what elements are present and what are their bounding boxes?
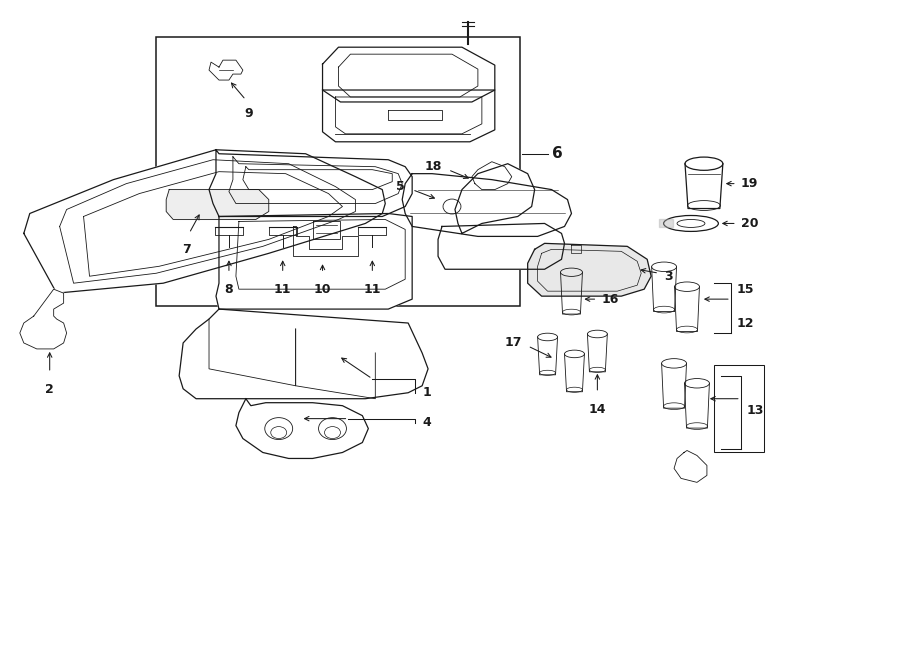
Text: 9: 9 [245,107,253,120]
Text: 15: 15 [737,283,754,295]
Polygon shape [455,164,535,233]
Bar [714,365,764,453]
Text: 5: 5 [396,180,405,193]
Polygon shape [179,309,428,399]
Text: 2: 2 [45,383,54,396]
Polygon shape [674,451,706,483]
Text: 17: 17 [504,336,522,350]
Polygon shape [166,190,269,219]
Polygon shape [23,150,385,293]
Text: 11: 11 [364,283,381,296]
Text: 13: 13 [747,404,764,417]
Text: 14: 14 [589,403,606,416]
Polygon shape [322,47,495,102]
Text: 16: 16 [601,293,618,305]
Text: 6: 6 [552,146,562,161]
Polygon shape [216,214,412,309]
Text: 20: 20 [741,217,759,230]
Bar [157,37,519,306]
Text: 7: 7 [182,243,191,256]
Text: 18: 18 [425,160,442,173]
Text: 8: 8 [225,283,233,296]
Polygon shape [527,243,652,296]
Polygon shape [20,289,67,349]
Text: 4: 4 [422,416,431,429]
Text: 12: 12 [737,317,754,330]
Polygon shape [209,60,243,80]
Text: 11: 11 [274,283,292,296]
Text: 10: 10 [314,283,331,296]
Polygon shape [209,150,412,217]
Polygon shape [236,399,368,459]
Text: 19: 19 [741,177,758,190]
Polygon shape [402,174,572,237]
Polygon shape [322,90,495,142]
Text: 1: 1 [422,386,431,399]
Text: 3: 3 [664,270,672,283]
Polygon shape [438,223,564,269]
